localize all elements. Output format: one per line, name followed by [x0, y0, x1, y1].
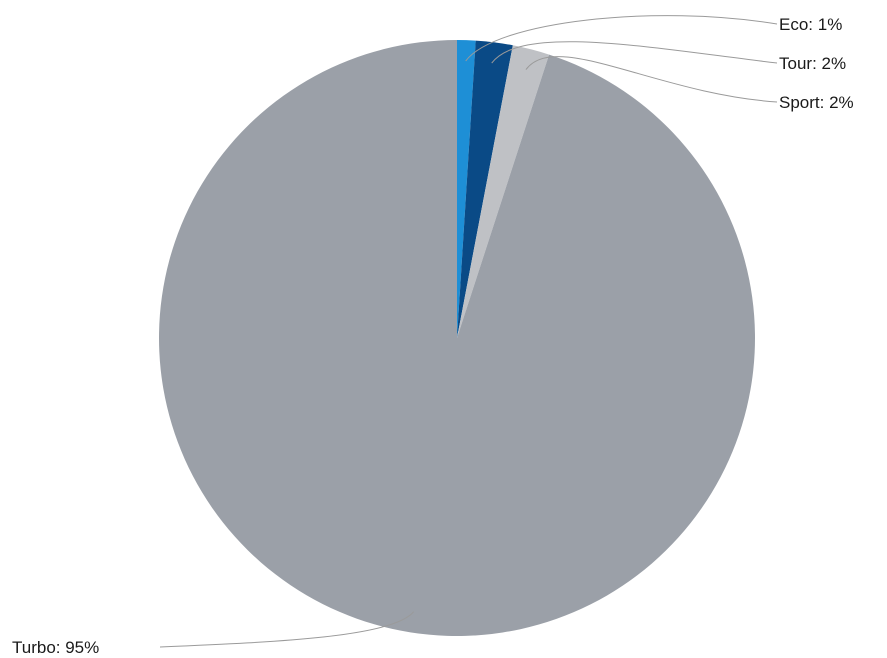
- pie-slice-turbo: [158, 40, 755, 636]
- slice-label-sport: Sport: 2%: [779, 93, 854, 112]
- pie-slice-eco: [457, 40, 476, 338]
- pie-slice-sport: [457, 45, 550, 338]
- pie-slice-tour: [457, 40, 513, 338]
- leader-line-eco: [465, 15, 778, 62]
- leader-line-turbo: [159, 611, 415, 648]
- slice-label-eco: Eco: 1%: [779, 15, 842, 34]
- slices-layer: [158, 40, 755, 636]
- slice-label-tour: Tour: 2%: [779, 54, 846, 73]
- leader-line-sport: [525, 56, 778, 103]
- slice-label-turbo: Turbo: 95%: [12, 638, 99, 657]
- slice-labels-layer: Eco: 1% Tour: 2% Sport: 2% Turbo: 95%: [12, 15, 854, 657]
- leader-line-tour: [491, 41, 778, 64]
- leader-lines-layer: [159, 15, 778, 648]
